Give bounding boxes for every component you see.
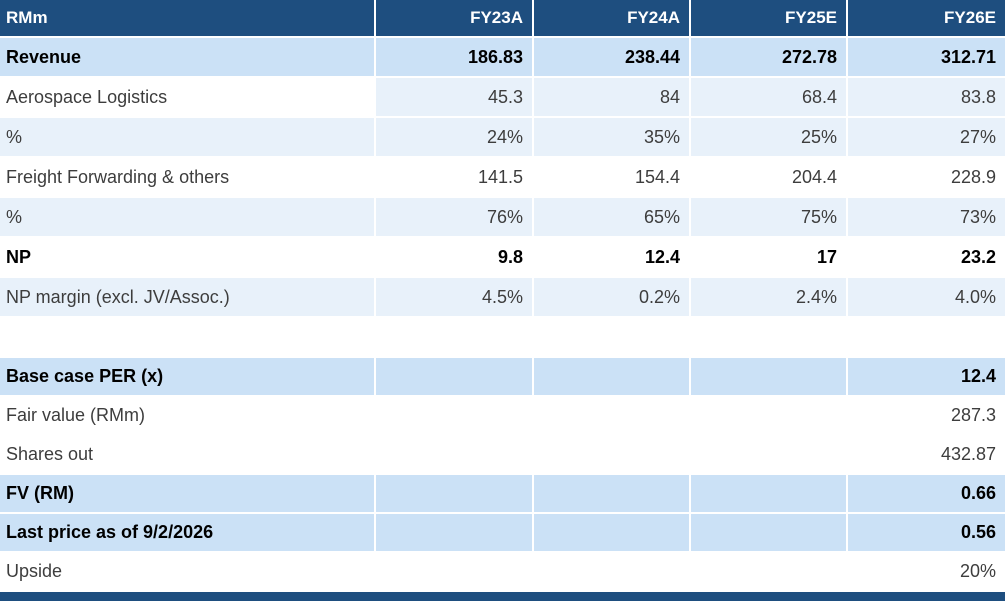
cell-value: 84 — [534, 78, 691, 118]
row-label: Base case PER (x) — [0, 358, 376, 397]
table-row-fv: FV (RM) 0.66 — [0, 475, 1005, 514]
cell-value — [534, 358, 691, 397]
table-row-shares-out: Shares out 432.87 — [0, 436, 1005, 475]
column-header-fy23a: FY23A — [376, 0, 534, 38]
forecast-table: RMm FY23A FY24A FY25E FY26E Revenue 186.… — [0, 0, 1005, 318]
row-label: FV (RM) — [0, 475, 376, 514]
cell-value: 24% — [376, 118, 534, 158]
table-row-last-price: Last price as of 9/2/2026 0.56 — [0, 514, 1005, 553]
cell-value: 4.5% — [376, 278, 534, 318]
cell-value: 186.83 — [376, 38, 534, 78]
cell-value: 12.4 — [534, 238, 691, 278]
table-row-np-margin: NP margin (excl. JV/Assoc.) 4.5% 0.2% 2.… — [0, 278, 1005, 318]
cell-value — [376, 553, 534, 592]
table-row-upside: Upside 20% — [0, 553, 1005, 592]
cell-value — [534, 475, 691, 514]
cell-value: 68.4 — [691, 78, 848, 118]
cell-value: 0.56 — [848, 514, 1005, 553]
table-row-revenue: Revenue 186.83 238.44 272.78 312.71 — [0, 38, 1005, 78]
table-row-fair-value: Fair value (RMm) 287.3 — [0, 397, 1005, 436]
row-label: Last price as of 9/2/2026 — [0, 514, 376, 553]
header-row: RMm FY23A FY24A FY25E FY26E — [0, 0, 1005, 38]
cell-value — [534, 514, 691, 553]
column-header-fy25e: FY25E — [691, 0, 848, 38]
cell-value — [376, 475, 534, 514]
cell-value — [376, 358, 534, 397]
row-label: Aerospace Logistics — [0, 78, 376, 118]
row-label: NP — [0, 238, 376, 278]
cell-value: 312.71 — [848, 38, 1005, 78]
cell-value: 45.3 — [376, 78, 534, 118]
row-label: Upside — [0, 553, 376, 592]
cell-value: 141.5 — [376, 158, 534, 198]
cell-value: 75% — [691, 198, 848, 238]
cell-value: 0.66 — [848, 475, 1005, 514]
table-row-aerospace-percent: % 24% 35% 25% 27% — [0, 118, 1005, 158]
cell-value — [691, 475, 848, 514]
table-row-np: NP 9.8 12.4 17 23.2 — [0, 238, 1005, 278]
cell-value: 83.8 — [848, 78, 1005, 118]
cell-value: 73% — [848, 198, 1005, 238]
cell-value — [534, 436, 691, 475]
cell-value — [376, 397, 534, 436]
cell-value: 27% — [848, 118, 1005, 158]
cell-value — [691, 358, 848, 397]
column-header-rmm: RMm — [0, 0, 376, 38]
cell-value — [534, 397, 691, 436]
cell-value: 76% — [376, 198, 534, 238]
column-header-fy26e: FY26E — [848, 0, 1005, 38]
cell-value — [376, 436, 534, 475]
row-label: Revenue — [0, 38, 376, 78]
cell-value: 272.78 — [691, 38, 848, 78]
cell-value: 154.4 — [534, 158, 691, 198]
cell-value — [691, 397, 848, 436]
cell-value: 12.4 — [848, 358, 1005, 397]
cell-value: 20% — [848, 553, 1005, 592]
row-label: % — [0, 118, 376, 158]
cell-value: 65% — [534, 198, 691, 238]
cell-value — [534, 553, 691, 592]
row-label: Shares out — [0, 436, 376, 475]
row-label: NP margin (excl. JV/Assoc.) — [0, 278, 376, 318]
cell-value: 9.8 — [376, 238, 534, 278]
table-row-freight-percent: % 76% 65% 75% 73% — [0, 198, 1005, 238]
cell-value: 228.9 — [848, 158, 1005, 198]
cell-value: 35% — [534, 118, 691, 158]
table-gap — [0, 318, 1005, 358]
cell-value — [691, 436, 848, 475]
table-row-aerospace-logistics: Aerospace Logistics 45.3 84 68.4 83.8 — [0, 78, 1005, 118]
cell-value: 287.3 — [848, 397, 1005, 436]
cell-value: 238.44 — [534, 38, 691, 78]
row-label: % — [0, 198, 376, 238]
cell-value — [691, 514, 848, 553]
row-label: Fair value (RMm) — [0, 397, 376, 436]
cell-value: 4.0% — [848, 278, 1005, 318]
column-header-fy24a: FY24A — [534, 0, 691, 38]
cell-value: 25% — [691, 118, 848, 158]
cell-value — [691, 553, 848, 592]
table-row-freight-forwarding: Freight Forwarding & others 141.5 154.4 … — [0, 158, 1005, 198]
cell-value — [376, 514, 534, 553]
cell-value: 17 — [691, 238, 848, 278]
cell-value: 2.4% — [691, 278, 848, 318]
table-row-base-case-per: Base case PER (x) 12.4 — [0, 358, 1005, 397]
valuation-table: Base case PER (x) 12.4 Fair value (RMm) … — [0, 358, 1005, 592]
row-label: Freight Forwarding & others — [0, 158, 376, 198]
footer-bar — [0, 592, 1005, 601]
cell-value: 23.2 — [848, 238, 1005, 278]
cell-value: 432.87 — [848, 436, 1005, 475]
cell-value: 0.2% — [534, 278, 691, 318]
cell-value: 204.4 — [691, 158, 848, 198]
